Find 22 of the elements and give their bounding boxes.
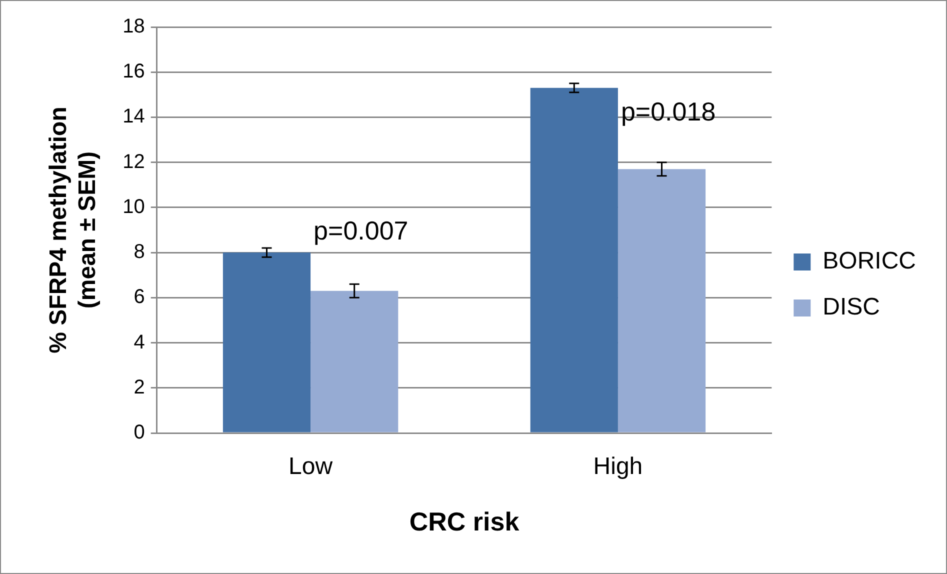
- y-tick-label: 8: [134, 241, 145, 264]
- legend-label: DISC: [822, 294, 880, 321]
- y-tick-label: 4: [134, 331, 145, 354]
- bar: [222, 252, 311, 432]
- y-tick-label: 14: [122, 106, 145, 128]
- x-axis-title: CRC risk: [409, 506, 520, 537]
- y-tick-label: 18: [122, 16, 145, 38]
- y-axis-title: % SFRP4 methylation (mean ± SEM): [45, 106, 101, 354]
- bar: [530, 88, 618, 432]
- y-tick-label: 16: [122, 60, 145, 83]
- y-tick-label: 6: [134, 286, 145, 308]
- x-tick-label: Low: [288, 453, 334, 480]
- y-tick-label: 12: [122, 150, 145, 173]
- y-tick-label: 2: [134, 376, 145, 398]
- y-tick-label: 0: [134, 422, 145, 444]
- y-tick-label: 10: [122, 196, 145, 218]
- x-tick-label: High: [593, 453, 643, 480]
- bar: [618, 169, 706, 432]
- bar: [310, 290, 398, 432]
- annotation: p=0.018: [620, 96, 716, 127]
- annotation: p=0.007: [314, 216, 408, 246]
- legend-label: BORICC: [822, 248, 916, 275]
